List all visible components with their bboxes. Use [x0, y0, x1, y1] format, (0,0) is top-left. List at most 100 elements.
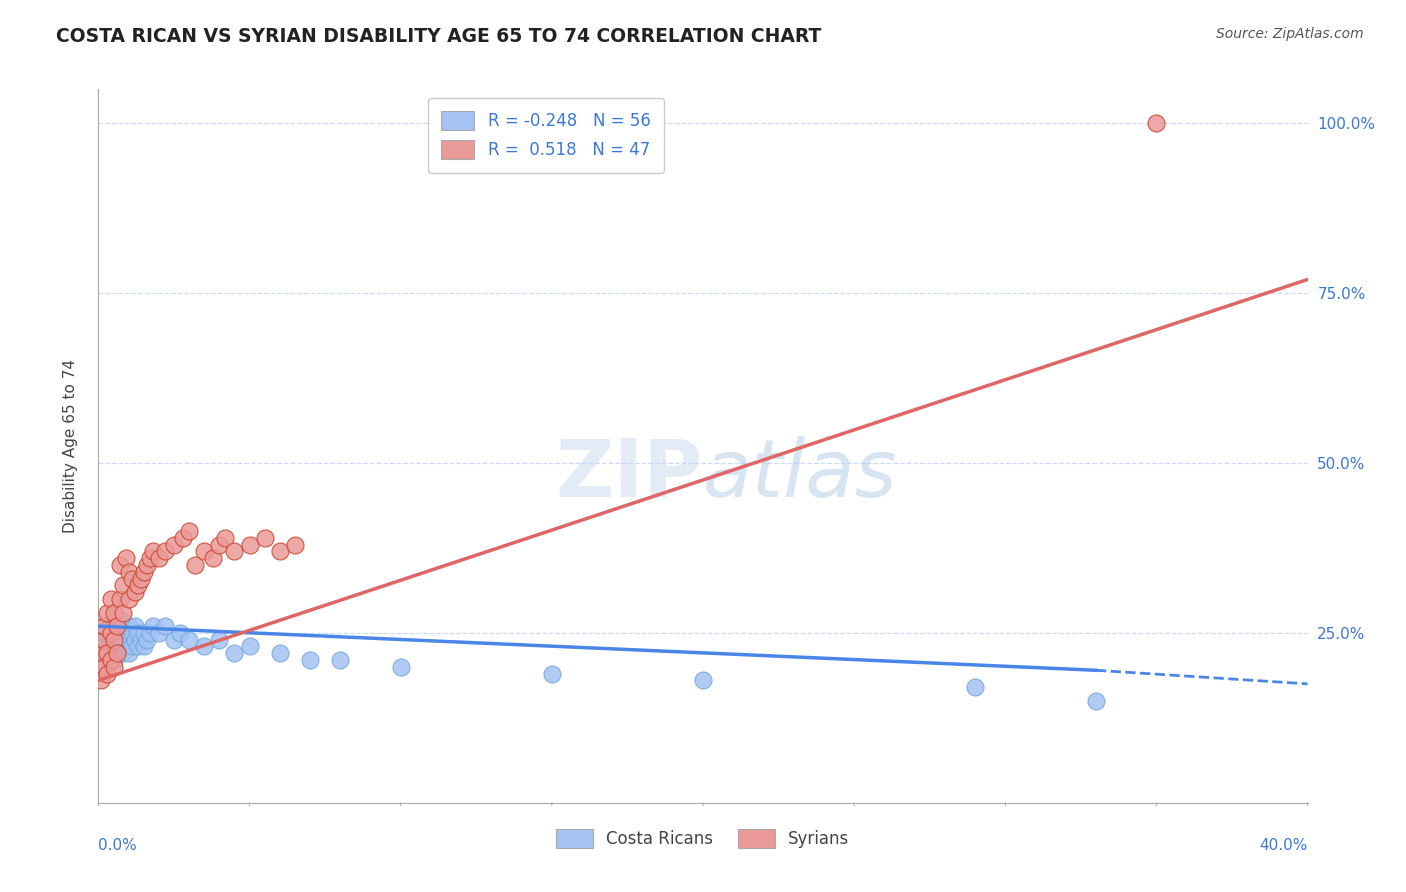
Point: [127, 578, 149, 592]
Point: [239, 640, 262, 654]
Point: [100, 653, 122, 667]
Y-axis label: Disability Age 65 to 74: Disability Age 65 to 74: [63, 359, 77, 533]
Point: [93, 632, 115, 647]
Point: [253, 531, 276, 545]
Point: [139, 551, 162, 566]
Point: [93, 619, 115, 633]
Point: [100, 591, 122, 606]
Point: [96, 666, 118, 681]
Point: [224, 646, 246, 660]
Point: [132, 565, 155, 579]
Point: [118, 632, 141, 647]
Point: [127, 626, 149, 640]
Point: [103, 640, 125, 654]
Text: atlas: atlas: [703, 435, 898, 514]
Point: [111, 578, 134, 592]
Point: [93, 632, 115, 647]
Point: [163, 537, 186, 551]
Text: Source: ZipAtlas.com: Source: ZipAtlas.com: [1216, 27, 1364, 41]
Point: [179, 524, 201, 538]
Point: [142, 544, 165, 558]
Text: 40.0%: 40.0%: [1260, 838, 1308, 854]
Point: [118, 565, 141, 579]
Point: [965, 680, 987, 694]
Point: [93, 619, 115, 633]
Point: [121, 640, 143, 654]
Point: [389, 660, 412, 674]
Text: COSTA RICAN VS SYRIAN DISABILITY AGE 65 TO 74 CORRELATION CHART: COSTA RICAN VS SYRIAN DISABILITY AGE 65 …: [56, 27, 821, 45]
Point: [105, 646, 128, 660]
Point: [163, 632, 186, 647]
Point: [299, 653, 322, 667]
Point: [169, 626, 191, 640]
Point: [148, 626, 170, 640]
Point: [103, 653, 125, 667]
Point: [239, 537, 262, 551]
Point: [1085, 694, 1108, 708]
Point: [103, 612, 125, 626]
Point: [114, 626, 136, 640]
Point: [193, 640, 215, 654]
Point: [96, 660, 118, 674]
Point: [108, 612, 131, 626]
Point: [132, 640, 155, 654]
Point: [103, 606, 125, 620]
Point: [124, 632, 146, 647]
Point: [127, 640, 149, 654]
Point: [692, 673, 714, 688]
Point: [114, 640, 136, 654]
Point: [202, 551, 225, 566]
Point: [208, 537, 231, 551]
Point: [208, 632, 231, 647]
Point: [96, 640, 118, 654]
Point: [135, 632, 157, 647]
Point: [105, 646, 128, 660]
Point: [121, 572, 143, 586]
Point: [121, 626, 143, 640]
Point: [96, 646, 118, 660]
Point: [118, 619, 141, 633]
Point: [153, 544, 176, 558]
Point: [224, 544, 246, 558]
Point: [1144, 116, 1167, 130]
Point: [100, 619, 122, 633]
Point: [100, 632, 122, 647]
Point: [103, 626, 125, 640]
Point: [105, 619, 128, 633]
Point: [103, 632, 125, 647]
Point: [139, 626, 162, 640]
Point: [269, 544, 291, 558]
Point: [118, 591, 141, 606]
Point: [93, 660, 115, 674]
Text: 0.0%: 0.0%: [98, 838, 138, 854]
Point: [111, 619, 134, 633]
Text: ZIP: ZIP: [555, 435, 703, 514]
Point: [214, 531, 236, 545]
Point: [124, 619, 146, 633]
Point: [90, 646, 112, 660]
Point: [100, 646, 122, 660]
Point: [90, 673, 112, 688]
Point: [540, 666, 562, 681]
Point: [132, 626, 155, 640]
Point: [129, 572, 152, 586]
Point: [114, 551, 136, 566]
Point: [111, 606, 134, 620]
Point: [108, 558, 131, 572]
Point: [108, 591, 131, 606]
Point: [184, 558, 207, 572]
Legend: Costa Ricans, Syrians: Costa Ricans, Syrians: [550, 822, 856, 855]
Point: [105, 632, 128, 647]
Point: [96, 626, 118, 640]
Point: [284, 537, 307, 551]
Point: [90, 646, 112, 660]
Point: [118, 646, 141, 660]
Point: [269, 646, 291, 660]
Point: [108, 640, 131, 654]
Point: [135, 558, 157, 572]
Point: [193, 544, 215, 558]
Point: [100, 626, 122, 640]
Point: [153, 619, 176, 633]
Point: [172, 531, 194, 545]
Point: [179, 632, 201, 647]
